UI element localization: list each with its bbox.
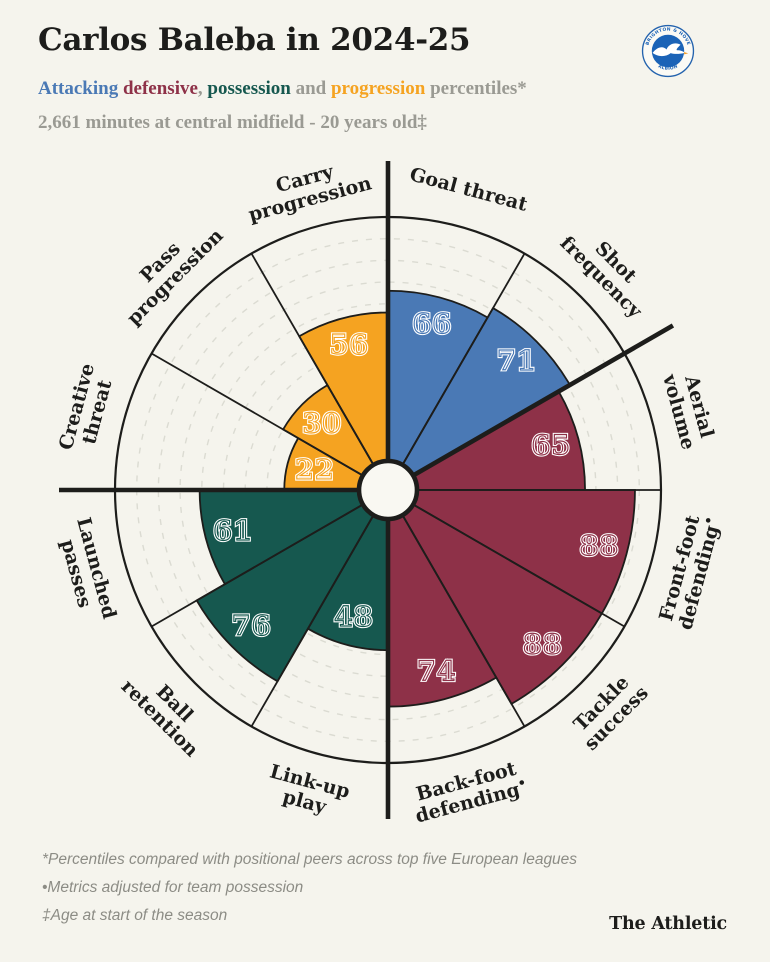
svg-text:61: 61 xyxy=(213,516,253,547)
svg-text:Carryprogression: Carryprogression xyxy=(241,152,374,226)
sector-divider xyxy=(412,503,625,628)
svg-text:30: 30 xyxy=(302,409,342,440)
wedge-back-foot-defending xyxy=(387,486,498,708)
svg-text:Creativethreat: Creativethreat xyxy=(55,361,119,458)
svg-text:71: 71 xyxy=(497,346,537,377)
svg-text:Passprogression: Passprogression xyxy=(108,210,228,330)
seagull-beak xyxy=(684,52,689,55)
label-shot-frequency: Shotfrequency xyxy=(556,217,662,323)
svg-text:30: 30 xyxy=(302,409,342,440)
svg-text:48: 48 xyxy=(334,602,374,633)
badge-bottom-arc-text: ALBION xyxy=(657,63,679,71)
svg-text:Front-footdefending•: Front-footdefending• xyxy=(654,510,725,633)
svg-text:65: 65 xyxy=(532,431,572,462)
footnotes: *Percentiles compared with positional pe… xyxy=(42,846,577,930)
label-back-foot-defending: Back-footdefending• xyxy=(408,756,531,828)
svg-text:65: 65 xyxy=(532,431,572,462)
footnote-age: ‡Age at start of the season xyxy=(42,907,228,924)
sector-divider xyxy=(151,503,364,628)
label-link-up-play: Link-upplay xyxy=(262,761,352,824)
svg-text:74: 74 xyxy=(417,657,457,688)
subtitle-part: , xyxy=(197,78,208,99)
wedge-shot-frequency xyxy=(385,306,572,493)
svg-text:61: 61 xyxy=(213,516,253,547)
sector-divider xyxy=(151,352,364,477)
sector-divider xyxy=(401,253,526,466)
subtitle-part: possession xyxy=(207,78,291,99)
club-badge: BRIGHTON & HOVE ALBION xyxy=(641,24,695,78)
svg-text:66: 66 xyxy=(413,309,453,340)
svg-text:66: 66 xyxy=(413,309,453,340)
wedge-ball-retention xyxy=(195,487,391,683)
subtitle-part: and xyxy=(290,78,331,99)
subtitle: Attacking defensive, possession and prog… xyxy=(38,78,527,100)
subtitle-part: progression xyxy=(330,78,426,99)
label-creative-threat: Creativethreat xyxy=(55,361,119,458)
svg-text:56: 56 xyxy=(330,330,370,361)
sector-divider xyxy=(250,253,375,466)
svg-text:56: 56 xyxy=(330,330,370,361)
svg-text:88: 88 xyxy=(523,629,563,660)
svg-text:88: 88 xyxy=(580,531,620,562)
svg-text:88: 88 xyxy=(523,629,563,660)
svg-text:Aerialvolume: Aerialvolume xyxy=(658,366,720,452)
svg-text:76: 76 xyxy=(232,611,272,642)
wedge-tackle-success xyxy=(385,487,604,706)
sector-divider xyxy=(401,514,526,727)
svg-text:Goal threat: Goal threat xyxy=(407,163,530,216)
svg-text:Tacklesuccess: Tacklesuccess xyxy=(565,667,653,755)
svg-text:88: 88 xyxy=(580,531,620,562)
meta-line: 2,661 minutes at central midfield - 20 y… xyxy=(38,112,427,133)
label-launched-passes: Launchedpasses xyxy=(52,515,120,627)
wedge-front-foot-defending xyxy=(384,489,636,615)
group-divider-60 xyxy=(386,323,675,492)
footnote-percentiles: *Percentiles compared with positional pe… xyxy=(42,851,578,868)
svg-text:76: 76 xyxy=(232,611,272,642)
club-badge-svg: BRIGHTON & HOVE ALBION xyxy=(641,24,695,78)
svg-text:74: 74 xyxy=(417,657,457,688)
hub-circle xyxy=(356,458,420,522)
brand-logo: The Athletic xyxy=(609,914,727,934)
svg-text:22: 22 xyxy=(295,455,335,486)
label-ball-retention: Ballretention xyxy=(117,661,218,762)
subtitle-part: percentiles* xyxy=(425,78,527,99)
svg-text:Shotfrequency: Shotfrequency xyxy=(556,217,662,323)
label-front-foot-defending: Front-footdefending• xyxy=(654,510,725,633)
label-pass-progression: Passprogression xyxy=(108,210,228,330)
subtitle-part: Attacking xyxy=(38,78,123,99)
svg-text:Ballretention: Ballretention xyxy=(117,661,218,762)
label-carry-progression: Carryprogression xyxy=(241,152,374,227)
svg-text:71: 71 xyxy=(497,346,537,377)
svg-text:Back-footdefending•: Back-footdefending• xyxy=(408,756,531,827)
svg-text:48: 48 xyxy=(334,602,374,633)
sector-divider xyxy=(250,514,375,727)
label-goal-threat: Goal threat xyxy=(407,163,530,216)
label-aerial-volume: Aerialvolume xyxy=(658,366,720,452)
svg-text:22: 22 xyxy=(295,455,335,486)
label-tackle-success: Tacklesuccess xyxy=(565,667,653,755)
svg-text:Launchedpasses: Launchedpasses xyxy=(52,515,120,627)
footnote-metrics: •Metrics adjusted for team possession xyxy=(42,879,304,896)
svg-text:Link-upplay: Link-upplay xyxy=(262,761,352,824)
page-title: Carlos Baleba in 2024-25 xyxy=(38,22,471,58)
subtitle-part: defensive xyxy=(122,78,198,99)
seagull-icon xyxy=(652,43,685,57)
